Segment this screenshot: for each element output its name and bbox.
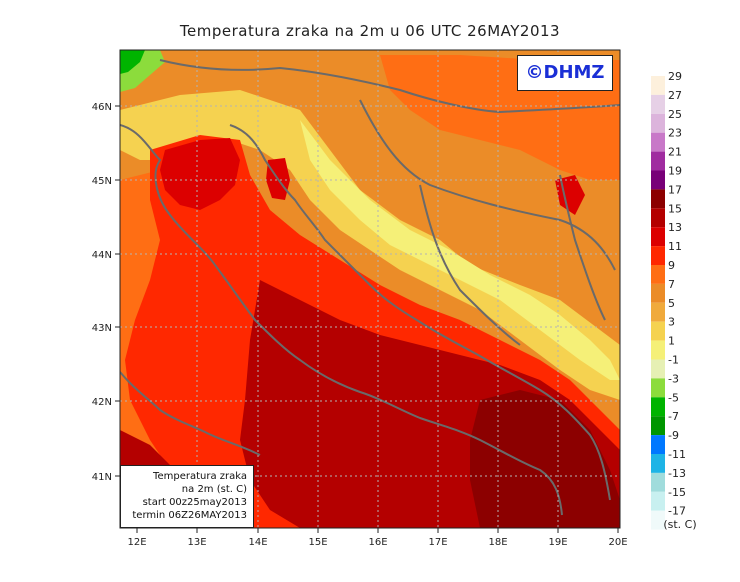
legend-swatch [651, 113, 665, 133]
lat-label: 43N [92, 323, 112, 334]
legend-swatch [651, 510, 665, 530]
axis-ticks [115, 105, 619, 533]
legend-swatch [651, 378, 665, 398]
lat-label: 44N [92, 250, 112, 261]
legend-unit: (st. C) [663, 518, 696, 531]
coastlines-borders [120, 59, 620, 516]
legend-swatch [651, 416, 665, 436]
info-line: na 2m (st. C) [181, 484, 247, 495]
lon-label: 15E [308, 537, 327, 548]
legend-label: -17 [668, 505, 686, 518]
legend-swatch [651, 227, 665, 247]
legend-swatch [651, 283, 665, 303]
inland-borders [159, 59, 620, 346]
lon-label: 16E [368, 537, 387, 548]
lon-label: 20E [608, 537, 627, 548]
temperature-field [120, 50, 620, 528]
field-south-darkest [470, 390, 620, 528]
lon-label: 14E [248, 537, 267, 548]
legend-swatch [651, 132, 665, 152]
map-frame [119, 49, 621, 529]
lon-label: 19E [548, 537, 567, 548]
info-box: Temperatura zraka na 2m (st. C) start 00… [120, 465, 254, 528]
legend-label: -7 [668, 410, 679, 423]
legend-label: -11 [668, 448, 686, 461]
lat-label: 45N [92, 176, 112, 187]
legend-swatch [651, 435, 665, 454]
legend-swatch [651, 491, 665, 511]
legend-label: -13 [668, 467, 686, 480]
longitude-labels: 12E 13E 14E 15E 16E 17E 18E 19E 20E [127, 537, 627, 548]
legend-label: -5 [668, 391, 679, 404]
legend-swatch [651, 454, 665, 473]
legend-label: 17 [668, 183, 682, 196]
map-title: Temperatura zraka na 2m u 06 UTC 26MAY20… [179, 22, 561, 40]
legend-label: 3 [668, 316, 675, 329]
italy-coast [120, 124, 563, 516]
field-band-paleyellow [300, 120, 620, 380]
legend-label: -1 [668, 354, 679, 367]
color-legend: 29 27 25 23 21 19 17 15 13 11 9 7 5 3 1 -1 -3 -5 -7 -9 -11 -1… [651, 70, 686, 530]
legend-label: -9 [668, 429, 679, 442]
legend-label: -15 [668, 486, 686, 499]
legend-swatch [651, 321, 665, 341]
legend-label: 23 [668, 127, 682, 140]
lat-label: 46N [92, 102, 112, 113]
legend-swatch [651, 208, 665, 228]
legend-label: 11 [668, 240, 682, 253]
legend-label: 19 [668, 165, 682, 178]
legend-label: 1 [668, 335, 675, 348]
field-band-yellow [120, 90, 620, 400]
lon-label: 12E [127, 537, 146, 548]
legend-label: 29 [668, 70, 682, 83]
legend-label: 7 [668, 278, 675, 291]
lon-label: 18E [488, 537, 507, 548]
legend-swatch [651, 302, 665, 322]
info-line: Temperatura zraka [153, 471, 247, 482]
legend-swatch [651, 246, 665, 265]
legend-label: 5 [668, 297, 675, 310]
legend-swatch [651, 340, 665, 360]
legend-swatch [651, 76, 665, 95]
legend-label: 15 [668, 202, 682, 215]
graticule [120, 50, 620, 528]
legend-swatch [651, 359, 665, 379]
croatia-coast [229, 124, 611, 501]
legend-label: 21 [668, 146, 682, 159]
legend-label: 25 [668, 108, 682, 121]
lat-label: 42N [92, 397, 112, 408]
legend-swatch [651, 265, 665, 284]
legend-label: 9 [668, 259, 675, 272]
legend-swatch [651, 472, 665, 492]
legend-swatch [651, 151, 665, 171]
lon-label: 17E [428, 537, 447, 548]
legend-swatch [651, 94, 665, 114]
field-istria-red [160, 138, 240, 210]
legend-label: -3 [668, 372, 679, 385]
lat-label: 41N [92, 472, 112, 483]
legend-swatch [651, 189, 665, 209]
lon-label: 13E [187, 537, 206, 548]
legend-label: 27 [668, 89, 682, 102]
legend-swatch [651, 397, 665, 417]
copyright-badge: ©DHMZ [517, 55, 613, 91]
info-line: start 00z25may2013 [142, 497, 247, 508]
info-line: termin 06Z26MAY2013 [132, 510, 247, 521]
legend-swatch [651, 170, 665, 190]
legend-label: 13 [668, 221, 682, 234]
latitude-labels: 46N 45N 44N 43N 42N 41N [92, 102, 112, 483]
field-green-dark [120, 50, 145, 74]
